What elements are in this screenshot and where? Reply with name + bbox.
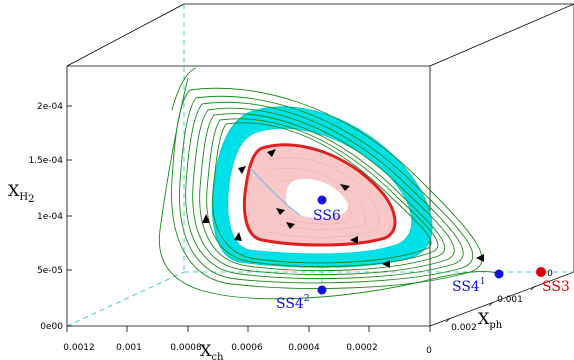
y-tick-label: 0.002 [451, 323, 477, 333]
z-axis-label: XH2 [8, 181, 35, 205]
ss4-2-point [317, 285, 327, 295]
ss6-label: SS6 [313, 208, 341, 224]
x-tick-label: 0.0002 [346, 343, 378, 353]
y-axis-label: Xph [478, 309, 503, 331]
z-tick-label: 2e-04 [37, 102, 63, 112]
center-hole [286, 178, 349, 218]
z-tick-label: 5e-05 [37, 266, 63, 276]
limit-cycle [242, 143, 397, 247]
y-axis: 0 0.001 0.002 [445, 269, 553, 333]
x-tick-label: 0.0012 [63, 343, 95, 353]
y-tick-label: 0.001 [497, 295, 523, 305]
arrow [267, 149, 276, 157]
ss4-2-label: SS42 [276, 294, 310, 312]
x-tick-label: 0.001 [116, 343, 142, 353]
x-tick-label: 0.0004 [288, 343, 320, 353]
back-guides [66, 4, 574, 327]
arrow [286, 222, 295, 229]
steady-states: SS6 SS41 SS42 SS3 [276, 195, 570, 312]
arrow [382, 260, 390, 268]
ss3-label: SS3 [542, 279, 570, 295]
x-tick-label: 0.0006 [231, 343, 263, 353]
arrow [476, 254, 484, 262]
inner-trajectory [249, 167, 301, 216]
z-tick-label: 1.5e-04 [28, 156, 63, 166]
arrow [234, 232, 242, 241]
arrow [340, 184, 350, 191]
box-edge [429, 271, 574, 327]
x-axis-label: Xch [200, 341, 224, 360]
ss4-1-label: SS41 [452, 277, 486, 295]
arrow [350, 236, 358, 244]
ss3-point [536, 267, 546, 277]
back-guide-floor [66, 271, 185, 327]
ss6-point [317, 195, 327, 205]
y-tick-label: 0 [547, 269, 553, 279]
ss4-1-point [494, 269, 504, 279]
z-axis: 0e00 5e-05 1e-04 1.5e-04 2e-04 [28, 102, 72, 332]
arrow [202, 214, 210, 223]
z-tick-label: 0e00 [40, 322, 63, 332]
box-edge [66, 3, 185, 67]
x-tick-label: 0 [426, 346, 432, 356]
trajectory-arrows [202, 149, 484, 268]
box-edge [429, 3, 574, 67]
x-tick-label: 0.0008 [170, 343, 202, 353]
x-axis: 0.0012 0.001 0.0008 0.0006 0.0004 0.0002… [63, 326, 432, 356]
outer-trajectories [158, 67, 501, 300]
arrow [276, 208, 285, 215]
axes-box [66, 3, 574, 327]
arrow [238, 166, 246, 174]
z-tick-label: 1e-04 [37, 212, 63, 222]
